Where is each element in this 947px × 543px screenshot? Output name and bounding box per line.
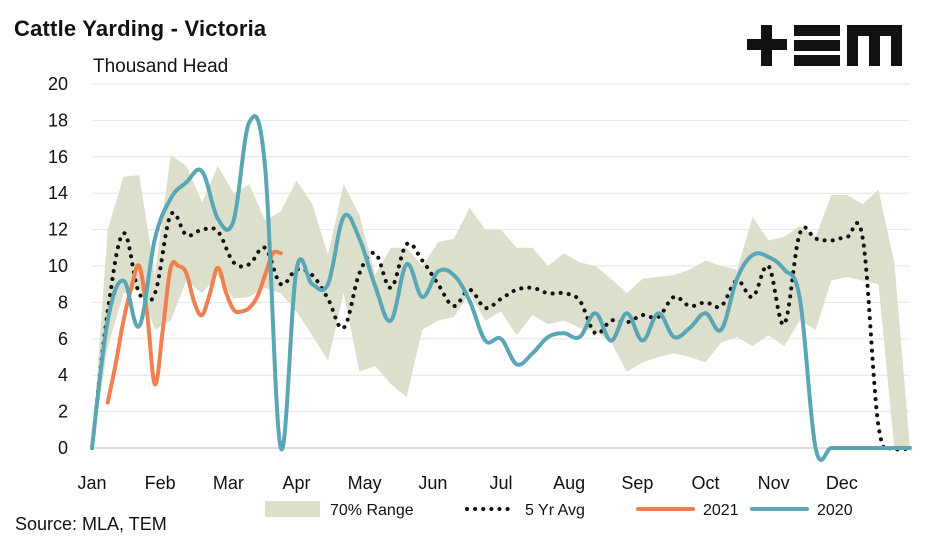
logo-e-mid: [794, 40, 840, 51]
y-tick-label: 20: [48, 74, 68, 94]
y-tick-label: 0: [58, 438, 68, 458]
range-70-area: [92, 155, 910, 448]
chart-title: Cattle Yarding - Victoria: [14, 16, 267, 41]
y-tick-label: 14: [48, 183, 68, 203]
x-tick-label: Jul: [489, 473, 512, 493]
logo-m: [847, 25, 902, 66]
series-2021-line: [105, 249, 283, 405]
y-tick-label: 12: [48, 220, 68, 240]
range-70-band: [92, 155, 910, 448]
x-tick-label: Feb: [145, 473, 176, 493]
x-tick-labels: Jan Feb Mar Apr May Jun Jul Aug Sep Oct Nov Dec: [77, 473, 857, 493]
x-tick-label: Jan: [77, 473, 106, 493]
x-tick-label: Nov: [758, 473, 790, 493]
x-tick-label: Dec: [826, 473, 858, 493]
legend: 70% Range 5 Yr Avg 2021 2020: [265, 501, 853, 519]
series-lines: [90, 114, 912, 462]
y-tick-label: 4: [58, 365, 68, 385]
legend-label: 2020: [817, 502, 853, 519]
x-tick-label: Mar: [213, 473, 244, 493]
y-tick-label: 6: [58, 329, 68, 349]
x-tick-label: Aug: [553, 473, 585, 493]
x-tick-label: Jun: [418, 473, 447, 493]
y-tick-label: 2: [58, 402, 68, 422]
y-axis-unit: Thousand Head: [93, 56, 229, 77]
y-tick-label: 18: [48, 110, 68, 130]
x-tick-label: Sep: [621, 473, 653, 493]
x-tick-label: Apr: [282, 473, 310, 493]
y-tick-labels: 0 2 4 6 8 10 12 14 16 18 20: [48, 74, 68, 458]
x-tick-label: May: [348, 473, 382, 493]
avg-5yr-line: [90, 210, 912, 452]
logo-e-top: [794, 25, 840, 36]
legend-label: 5 Yr Avg: [525, 502, 585, 519]
logo-plus-v: [761, 25, 772, 66]
y-tick-label: 16: [48, 147, 68, 167]
legend-swatch-range: [265, 501, 320, 517]
source-note: Source: MLA, TEM: [15, 514, 167, 534]
series-2020-line: [90, 114, 912, 462]
logo-e-bot: [794, 55, 840, 66]
y-tick-label: 10: [48, 256, 68, 276]
y-tick-label: 8: [58, 292, 68, 312]
legend-label: 2021: [703, 502, 739, 519]
legend-label: 70% Range: [330, 502, 414, 519]
x-tick-label: Oct: [691, 473, 719, 493]
tem-logo: [747, 25, 902, 66]
